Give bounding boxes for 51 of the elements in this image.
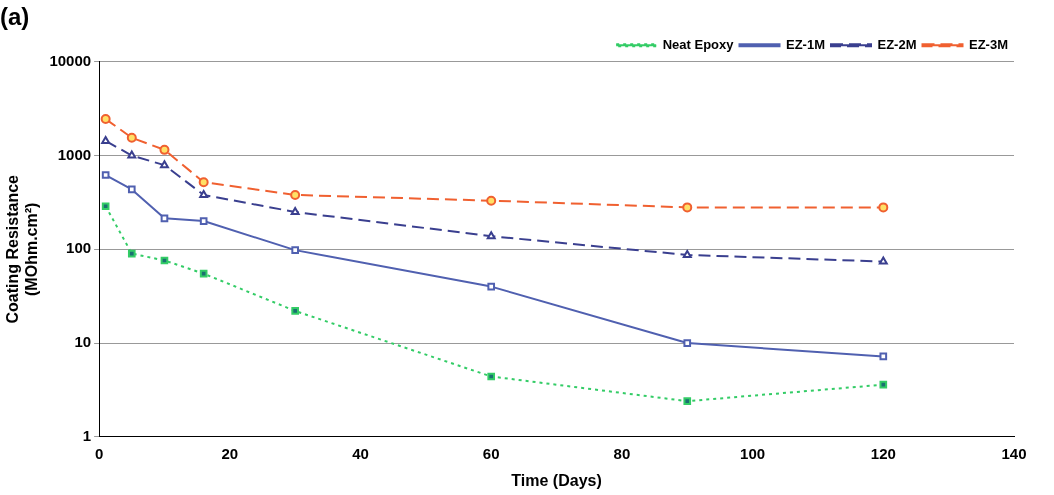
- text: (MOhm.cm²): [23, 202, 41, 296]
- point: [127, 150, 137, 159]
- point: [159, 144, 170, 155]
- point: [487, 372, 496, 381]
- x-tick-label: 80: [613, 444, 631, 462]
- x-tick-label: 60: [482, 444, 500, 462]
- point: [487, 282, 496, 291]
- y-tick-label: 10000: [49, 51, 92, 69]
- y-tick-label: 100: [66, 239, 92, 257]
- point: [290, 189, 301, 200]
- point: [199, 189, 209, 198]
- legend-label: EZ-1M: [786, 36, 825, 52]
- point: [101, 202, 110, 211]
- y-tick-label: 1000: [57, 145, 92, 163]
- point: [126, 132, 137, 143]
- legend-label: Neat Epoxy: [662, 36, 735, 52]
- point: [290, 206, 300, 215]
- legend-label: EZ-2M: [877, 36, 917, 52]
- x-tick-label: 120: [870, 444, 896, 462]
- point: [199, 217, 208, 225]
- point: [683, 397, 692, 405]
- x-tick-label: 40: [352, 444, 369, 462]
- point: [683, 339, 692, 347]
- x-axis-title: Time (Days): [511, 471, 602, 489]
- point: [878, 256, 888, 265]
- point: [100, 114, 111, 125]
- point: [682, 202, 693, 213]
- point: [291, 307, 299, 315]
- point: [101, 171, 110, 179]
- point: [160, 214, 169, 223]
- point: [160, 160, 169, 169]
- x-tick-label: 140: [1001, 444, 1027, 462]
- x-tick-label: 0: [94, 444, 104, 462]
- x-tick-label: 20: [221, 444, 239, 462]
- chart-title: (a): [0, 3, 30, 31]
- point: [879, 380, 888, 389]
- point: [291, 246, 299, 254]
- text: Coating Resistance: [4, 175, 22, 324]
- point: [127, 249, 136, 258]
- point: [486, 195, 497, 206]
- point: [101, 135, 111, 144]
- x-tick-label: 100: [740, 444, 766, 462]
- point: [198, 177, 209, 188]
- legend-label: EZ-3M: [969, 36, 1008, 52]
- point: [879, 352, 888, 361]
- y-tick-label: 10: [74, 333, 92, 351]
- point: [127, 185, 136, 194]
- point: [682, 249, 692, 258]
- y-tick-label: 1: [82, 426, 92, 444]
- point: [878, 202, 889, 213]
- point: [486, 231, 496, 240]
